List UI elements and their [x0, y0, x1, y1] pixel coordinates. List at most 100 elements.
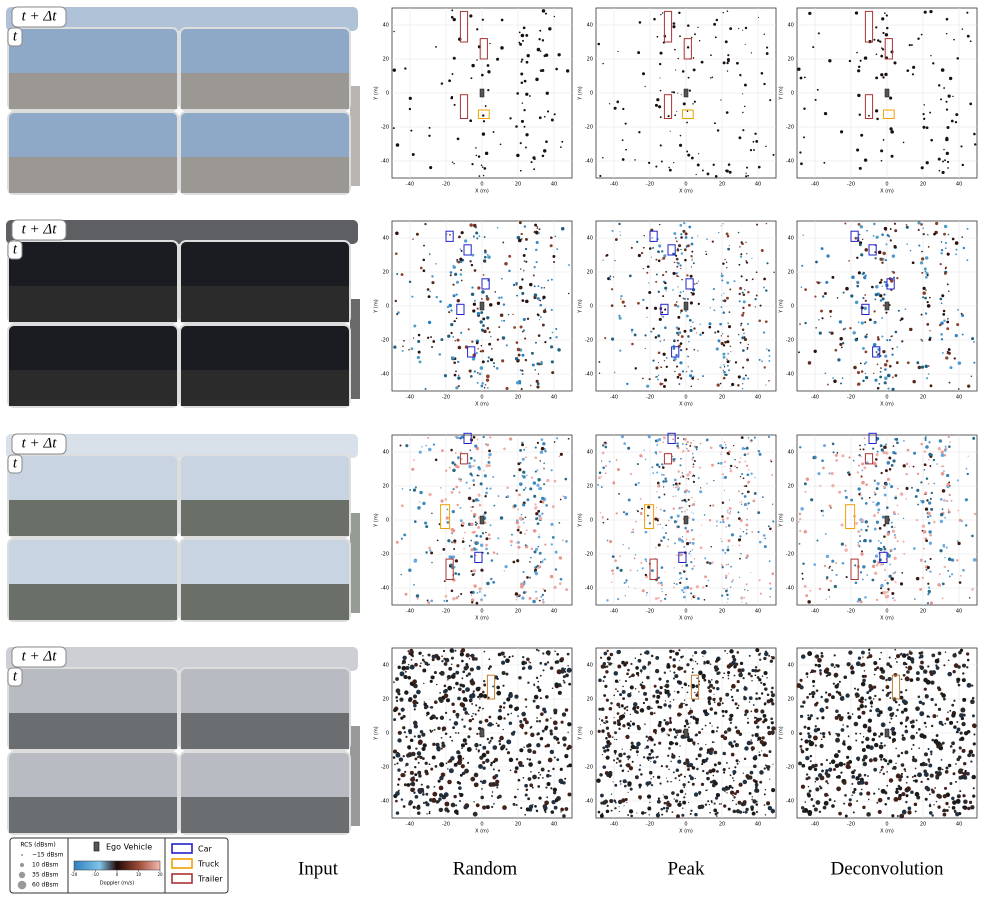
radar-point	[882, 31, 885, 35]
radar-point	[728, 784, 732, 789]
radar-point	[697, 302, 700, 306]
radar-point	[967, 455, 969, 457]
radar-point	[392, 127, 395, 130]
radar-point	[857, 597, 862, 602]
radar-point	[727, 572, 730, 575]
time-label-next: t + Δt	[22, 435, 58, 451]
radar-point	[923, 469, 926, 471]
radar-point	[723, 771, 726, 774]
radar-point	[514, 592, 519, 596]
radar-point	[676, 331, 679, 335]
radar-point	[754, 306, 756, 308]
radar-point	[514, 766, 519, 771]
radar-point	[861, 462, 865, 466]
radar-point	[536, 717, 538, 719]
radar-point	[430, 551, 434, 555]
radar-point	[682, 800, 687, 805]
radar-point	[961, 333, 964, 336]
radar-point	[950, 499, 953, 502]
radar-point	[397, 789, 400, 792]
radar-point	[629, 685, 634, 690]
radar-point	[825, 598, 828, 601]
radar-point	[945, 137, 949, 142]
radar-point	[515, 804, 518, 807]
radar-point	[730, 695, 734, 699]
radar-point	[770, 459, 772, 461]
radar-point	[769, 596, 771, 598]
radar-point	[473, 772, 479, 778]
radar-point	[517, 778, 521, 782]
radar-point	[711, 801, 713, 804]
radar-point	[483, 683, 487, 687]
x-tick-label: -40	[406, 822, 414, 828]
radar-point	[560, 811, 562, 813]
radar-point	[661, 383, 664, 385]
radar-point	[488, 449, 491, 453]
radar-point	[663, 474, 665, 476]
radar-point	[722, 751, 726, 756]
radar-point	[675, 365, 679, 368]
radar-point	[889, 563, 892, 566]
radar-point	[543, 115, 546, 118]
radar-point	[894, 229, 898, 233]
radar-point	[601, 729, 605, 733]
radar-point	[437, 726, 441, 731]
radar-point	[742, 300, 746, 304]
radar-point	[741, 336, 745, 340]
radar-point	[812, 679, 816, 684]
radar-point	[652, 327, 655, 330]
x-tick-label: 20	[515, 822, 521, 828]
radar-point	[564, 754, 569, 759]
radar-point	[741, 473, 744, 476]
radar-point	[705, 438, 709, 442]
radar-point	[473, 530, 476, 534]
radar-point	[941, 465, 944, 468]
radar-point	[848, 259, 850, 262]
radar-point	[948, 445, 951, 448]
radar-point	[893, 61, 897, 65]
radar-point	[506, 486, 509, 489]
y-tick-label: 0	[590, 731, 593, 737]
time-label-now: t	[13, 241, 18, 257]
radar-point	[515, 520, 520, 525]
radar-point	[457, 572, 461, 576]
radar-point	[519, 169, 522, 172]
radar-point	[609, 539, 613, 544]
radar-point	[508, 693, 513, 699]
radar-point	[618, 719, 621, 722]
radar-point	[631, 673, 635, 677]
radar-point	[443, 374, 447, 378]
radar-point	[728, 244, 731, 247]
radar-point	[677, 334, 680, 336]
radar-point	[803, 584, 807, 588]
radar-point	[667, 115, 670, 118]
radar-point	[856, 284, 859, 288]
x-tick-label: 0	[480, 182, 483, 188]
x-tick-label: 20	[920, 822, 926, 828]
radar-point	[659, 144, 662, 147]
radar-point	[538, 318, 541, 321]
radar-point	[714, 680, 719, 684]
radar-point	[498, 794, 502, 799]
radar-point	[883, 547, 887, 551]
radar-point	[455, 386, 459, 390]
radar-point	[431, 658, 435, 662]
radar-point	[946, 283, 949, 286]
radar-point	[713, 808, 718, 813]
radar-point	[524, 146, 527, 149]
radar-point	[860, 497, 864, 500]
y-tick-label: -20	[585, 552, 593, 558]
radar-point	[858, 454, 861, 457]
radar-point	[536, 47, 541, 52]
radar-point	[889, 228, 892, 230]
radar-point	[440, 338, 444, 342]
radar-point	[745, 523, 749, 527]
radar-point	[601, 460, 603, 462]
y-tick-label: 40	[587, 236, 593, 242]
radar-point	[919, 588, 923, 591]
radar-point	[550, 469, 553, 472]
radar-point	[886, 784, 889, 787]
radar-point	[487, 255, 491, 259]
radar-point	[563, 743, 567, 747]
radar-point	[534, 568, 537, 572]
